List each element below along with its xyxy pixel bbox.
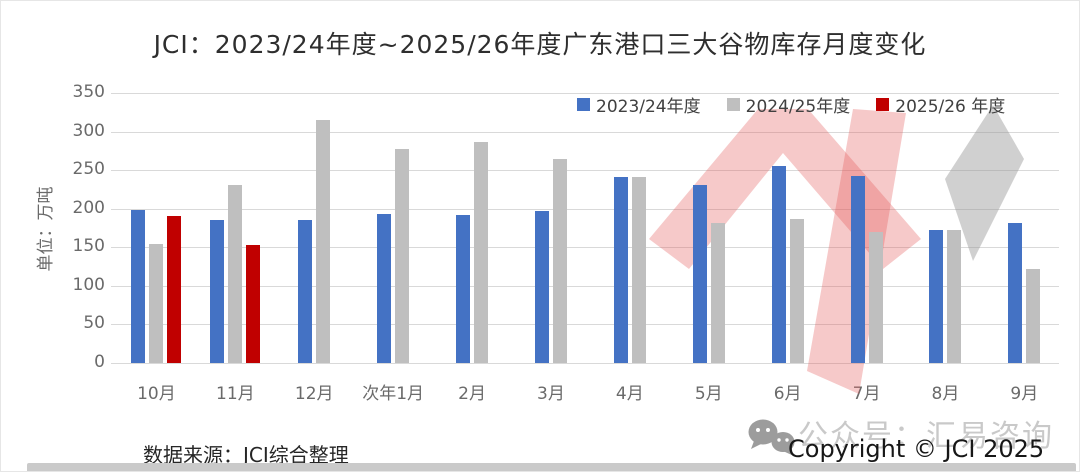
x-axis-label: 5月 xyxy=(694,384,723,404)
x-axis-label: 9月 xyxy=(1010,384,1039,404)
bar xyxy=(710,223,725,363)
gridline xyxy=(111,170,1059,172)
bar xyxy=(456,214,471,363)
legend-item: 2023/24年度 xyxy=(577,92,701,117)
wechat-account-watermark: 公众号：汇易咨询 xyxy=(798,419,1054,454)
x-axis-label: 2月 xyxy=(458,384,486,404)
bar xyxy=(298,220,313,363)
y-axis-tick-label: 250 xyxy=(72,159,105,180)
bar xyxy=(868,231,883,363)
bar xyxy=(929,230,944,363)
x-axis-label: 7月 xyxy=(852,384,881,404)
x-axis-label: 4月 xyxy=(615,384,644,404)
legend-swatch-icon xyxy=(726,98,740,111)
bar xyxy=(1008,223,1023,363)
y-axis-tick-label: 350 xyxy=(72,82,105,102)
bar xyxy=(474,142,489,363)
x-axis-label: 11月 xyxy=(216,384,255,404)
y-axis-tick-label: 0 xyxy=(94,352,105,372)
legend-label: 2024/25年度 xyxy=(745,97,851,117)
bar xyxy=(246,244,261,363)
legend-swatch-icon xyxy=(876,98,890,111)
gridline xyxy=(111,285,1059,287)
bar xyxy=(131,210,146,363)
gridline xyxy=(111,131,1059,133)
bar xyxy=(789,218,804,363)
bar xyxy=(377,214,392,363)
gridline xyxy=(111,93,1059,94)
bar xyxy=(395,148,410,363)
bar xyxy=(947,229,962,363)
legend-item: 2025/26 年度 xyxy=(876,92,1005,117)
bar xyxy=(316,120,331,363)
x-axis-label: 12月 xyxy=(294,384,334,404)
bar xyxy=(167,216,182,363)
gridline xyxy=(111,208,1059,210)
y-axis-tick-label: 50 xyxy=(83,313,105,334)
gridline xyxy=(111,324,1059,326)
y-axis-tick-label: 150 xyxy=(72,236,105,257)
bar xyxy=(771,166,786,363)
bar xyxy=(631,177,646,363)
x-axis-label: 6月 xyxy=(773,384,802,404)
x-axis-label: 3月 xyxy=(537,384,565,404)
bar xyxy=(692,184,707,363)
bar xyxy=(210,220,225,363)
copyright-label: Copyright © JCI 2025 xyxy=(788,435,1045,463)
gridline xyxy=(111,363,1059,364)
bar xyxy=(1026,268,1041,363)
bar xyxy=(552,159,567,363)
y-axis-title: 单位：万吨 xyxy=(36,186,56,272)
chart-legend: 2023/24年度 2024/25年度 2025/26 年度 xyxy=(577,92,1005,117)
bottom-divider xyxy=(27,463,1076,471)
chart-title: JCI：2023/24年度~2025/26年度广东港口三大谷物库存月度变化 xyxy=(153,30,927,59)
legend-label: 2025/26 年度 xyxy=(895,97,1006,117)
bar xyxy=(613,177,628,363)
gridline xyxy=(111,247,1059,249)
y-axis-tick-label: 200 xyxy=(72,197,105,218)
x-axis-label: 次年1月 xyxy=(362,384,425,404)
bar xyxy=(149,244,164,363)
y-axis-tick-label: 300 xyxy=(72,120,105,141)
bar xyxy=(228,184,243,363)
y-axis-tick-label: 100 xyxy=(72,274,105,295)
legend-swatch-icon xyxy=(577,98,590,111)
bar xyxy=(850,175,865,363)
legend-item: 2024/25年度 xyxy=(726,92,851,117)
wechat-icon xyxy=(748,419,795,456)
x-axis-label: 10月 xyxy=(137,384,176,404)
legend-label: 2023/24年度 xyxy=(596,97,701,117)
bar xyxy=(534,211,549,363)
x-axis-label: 8月 xyxy=(931,384,960,404)
